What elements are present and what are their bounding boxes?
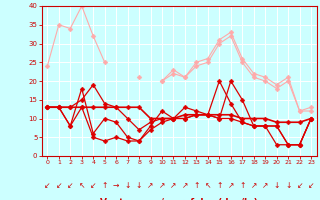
Text: ↙: ↙ bbox=[90, 181, 96, 190]
Text: ↖: ↖ bbox=[78, 181, 85, 190]
Text: ↑: ↑ bbox=[101, 181, 108, 190]
Text: ↓: ↓ bbox=[274, 181, 280, 190]
Text: ↙: ↙ bbox=[308, 181, 314, 190]
Text: ↑: ↑ bbox=[216, 181, 222, 190]
Text: ↗: ↗ bbox=[182, 181, 188, 190]
Text: ↓: ↓ bbox=[124, 181, 131, 190]
Text: →: → bbox=[113, 181, 119, 190]
Text: ↓: ↓ bbox=[285, 181, 291, 190]
Text: Vent moyen/en rafales ( km/h ): Vent moyen/en rafales ( km/h ) bbox=[100, 198, 258, 200]
Text: ↗: ↗ bbox=[262, 181, 268, 190]
Text: ↙: ↙ bbox=[67, 181, 74, 190]
Text: ↙: ↙ bbox=[56, 181, 62, 190]
Text: ↗: ↗ bbox=[147, 181, 154, 190]
Text: ↗: ↗ bbox=[251, 181, 257, 190]
Text: ↓: ↓ bbox=[136, 181, 142, 190]
Text: ↙: ↙ bbox=[44, 181, 51, 190]
Text: ↑: ↑ bbox=[239, 181, 245, 190]
Text: ↗: ↗ bbox=[159, 181, 165, 190]
Text: ↖: ↖ bbox=[205, 181, 211, 190]
Text: ↙: ↙ bbox=[296, 181, 303, 190]
Text: ↗: ↗ bbox=[170, 181, 177, 190]
Text: ↗: ↗ bbox=[228, 181, 234, 190]
Text: ↑: ↑ bbox=[193, 181, 200, 190]
